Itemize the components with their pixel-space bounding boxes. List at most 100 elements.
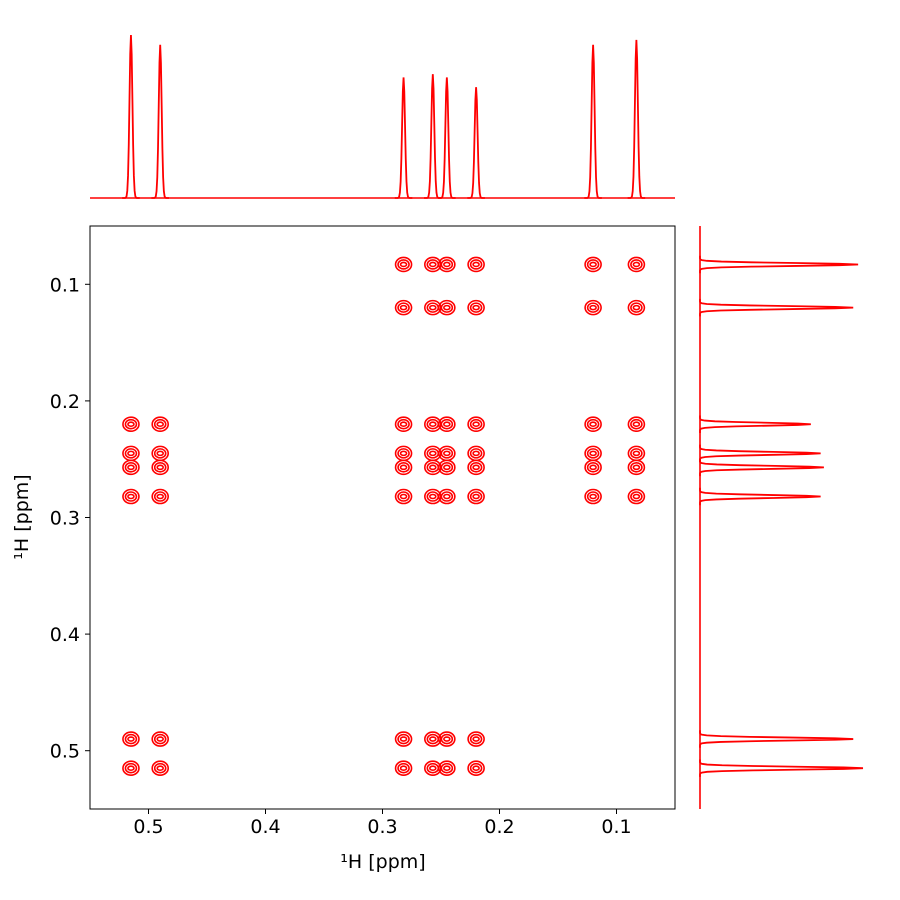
cross-peak [438, 488, 456, 505]
contour-ring [469, 491, 483, 502]
cross-peak [122, 445, 140, 462]
cross-peak [122, 760, 140, 776]
contour-ring [438, 488, 456, 505]
cross-peak [467, 445, 485, 462]
cross-peak [627, 445, 646, 462]
contour-ring [156, 736, 164, 742]
contour-ring [429, 493, 437, 500]
contour-ring [438, 445, 456, 462]
cross-peak [151, 760, 169, 776]
contour-ring [394, 416, 413, 433]
y-tick-label: 0.2 [50, 391, 80, 413]
contour-ring [472, 493, 480, 500]
contour-ring [584, 299, 602, 316]
contour-ring [124, 762, 138, 774]
contour-ring [153, 462, 167, 473]
contour-ring [394, 445, 413, 462]
cross-peak [394, 299, 413, 316]
contour-ring [469, 762, 483, 774]
contour-ring [584, 445, 602, 462]
x-tick-label: 0.4 [250, 816, 280, 838]
cross-peak [394, 488, 413, 505]
contour-ring [397, 448, 410, 459]
contour-ring [632, 464, 641, 471]
cross-peak [394, 416, 413, 433]
contour-ring [467, 731, 485, 747]
contour-ring [426, 462, 440, 473]
contour-ring [472, 304, 480, 311]
cross-peak [627, 488, 646, 505]
contour-ring [429, 464, 437, 471]
right-projection-peak [699, 458, 824, 477]
x-tick-label: 0.5 [133, 816, 163, 838]
cross-peak [151, 731, 169, 747]
contour-ring [440, 733, 454, 745]
cross-peak [467, 256, 485, 273]
cross-peak [394, 459, 413, 476]
cross-peak [438, 731, 456, 747]
contour-ring [589, 261, 597, 268]
x-tick-label: 0.1 [601, 816, 631, 838]
y-axis-label: ¹H [ppm] [11, 474, 33, 559]
right-projection-peak [699, 487, 821, 506]
contour-ring [472, 765, 480, 771]
cross-peak [151, 459, 169, 476]
cross-peak [394, 256, 413, 273]
contour-ring [151, 416, 169, 433]
contour-ring [127, 464, 135, 471]
contour-ring [440, 762, 454, 774]
contour-ring [151, 760, 169, 776]
right-projection-peak [699, 444, 821, 463]
contour-ring [586, 448, 600, 459]
contour-ring [632, 493, 641, 500]
contour-ring [472, 736, 480, 742]
top-projection-peak [424, 74, 442, 199]
x-tick-label: 0.3 [367, 816, 397, 838]
contour-ring [469, 259, 483, 270]
contour-ring [630, 302, 643, 313]
contour-ring [156, 421, 164, 428]
right-projection-peak [699, 298, 854, 317]
contour-ring [122, 760, 140, 776]
contour-ring [399, 765, 408, 771]
cross-peak [467, 459, 485, 476]
contour-ring [589, 464, 597, 471]
cross-peak [151, 488, 169, 505]
contour-ring [440, 462, 454, 473]
right-projection-peak [699, 255, 859, 274]
contour-ring [397, 762, 410, 774]
contour-ring [627, 445, 646, 462]
contour-ring [127, 736, 135, 742]
contour-ring [429, 421, 437, 428]
cross-peak [584, 256, 602, 273]
contour-ring [627, 299, 646, 316]
contour-ring [426, 302, 440, 313]
contour-ring [443, 304, 451, 311]
contour-ring [124, 418, 138, 430]
contour-ring [426, 418, 440, 430]
y-tick-label: 0.5 [50, 741, 80, 763]
contour-ring [399, 450, 408, 457]
cross-peak [394, 760, 413, 776]
contour-ring [153, 733, 167, 745]
contour-ring [443, 421, 451, 428]
contour-ring [589, 304, 597, 311]
cross-peak [584, 299, 602, 316]
contour-ring [127, 450, 135, 457]
cross-peak [438, 459, 456, 476]
contour-ring [589, 421, 597, 428]
contour-ring [632, 450, 641, 457]
contour-ring [443, 450, 451, 457]
top-projection-peak [584, 44, 602, 199]
right-projection-peak [699, 730, 854, 748]
cross-peak [467, 731, 485, 747]
top-projection-peak [438, 77, 456, 199]
contour-ring [153, 762, 167, 774]
contour-ring [426, 491, 440, 502]
contour-ring [151, 731, 169, 747]
contour-ring [426, 259, 440, 270]
contour-ring [438, 760, 456, 776]
top-projection-peak [122, 34, 140, 199]
cross-peak [467, 299, 485, 316]
cross-peak [394, 445, 413, 462]
